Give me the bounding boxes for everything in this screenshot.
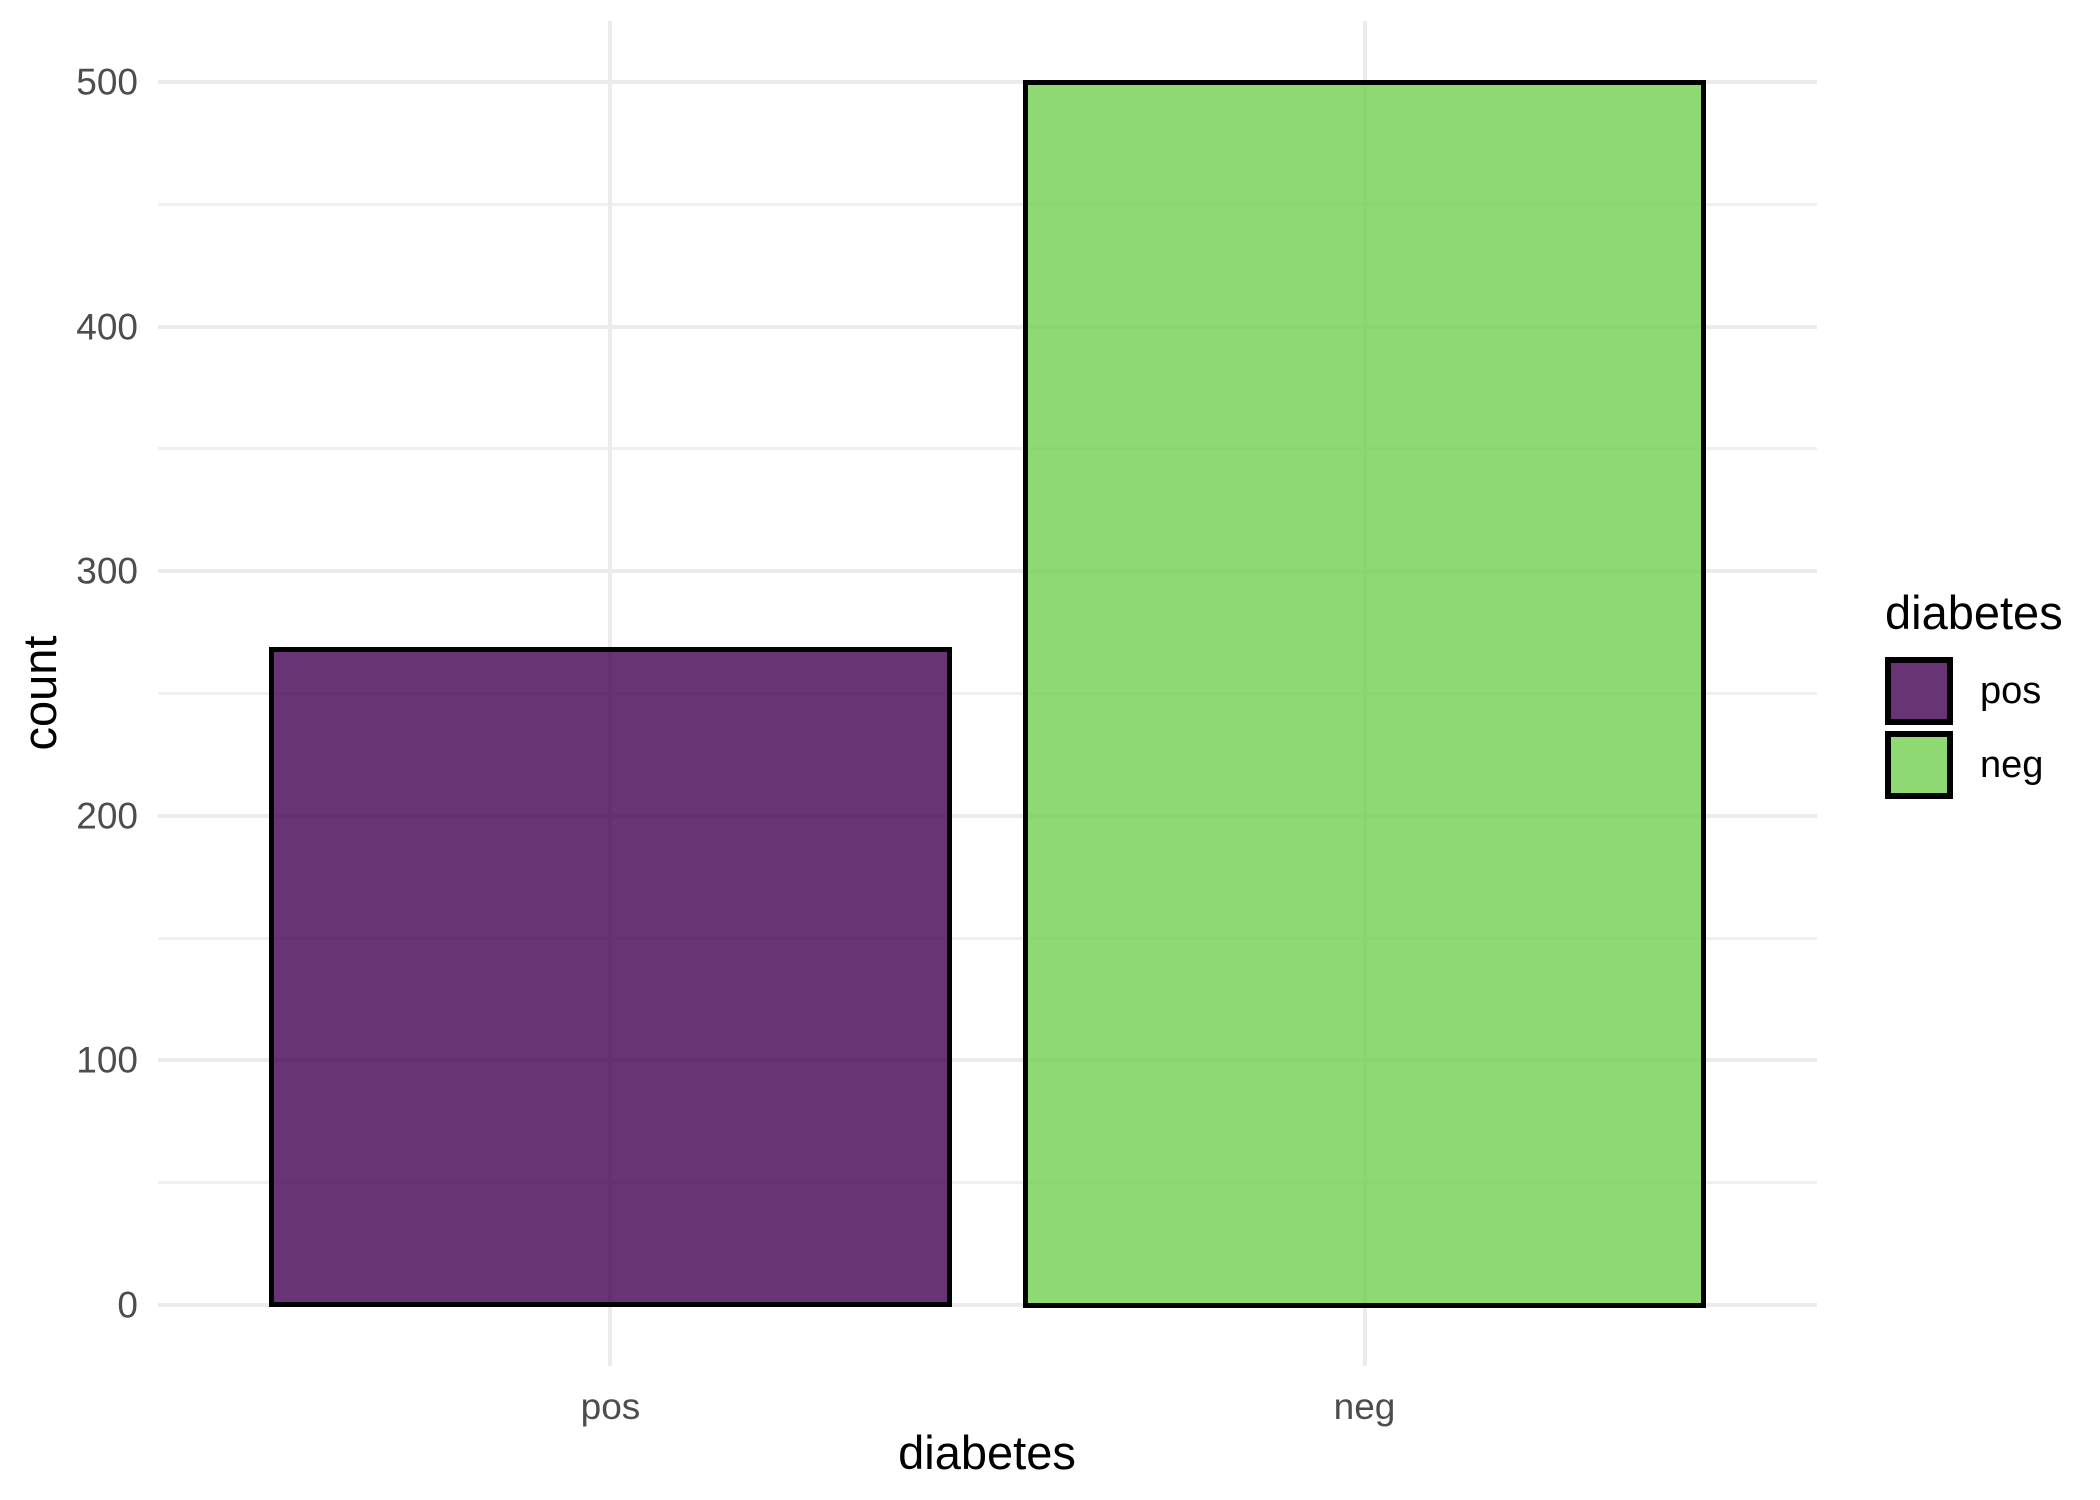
y-tick-label-0: 0 xyxy=(117,1284,138,1326)
y-minor-gridline-150 xyxy=(158,936,1817,940)
bar-pos xyxy=(268,646,953,1308)
y-tick-label-500: 500 xyxy=(76,61,138,103)
legend-entries: pos neg xyxy=(1885,657,2063,799)
legend-label-neg: neg xyxy=(1980,744,2044,786)
legend-key-neg xyxy=(1885,731,1953,799)
legend-label-pos: pos xyxy=(1980,670,2042,712)
x-axis-title: diabetes xyxy=(898,1426,1076,1479)
y-tick-label-100: 100 xyxy=(76,1039,138,1081)
y-major-gridline-300 xyxy=(158,569,1817,574)
y-major-gridline-500 xyxy=(158,80,1817,84)
y-axis-title: count xyxy=(13,635,66,751)
x-tick-label-neg: neg xyxy=(1333,1386,1396,1427)
y-major-gridline-100 xyxy=(158,1058,1817,1063)
y-tick-label-300: 300 xyxy=(76,550,138,592)
legend-entry-pos: pos xyxy=(1885,657,2063,725)
legend: diabetes pos neg xyxy=(1885,588,2063,805)
y-tick-label-200: 200 xyxy=(76,795,138,837)
plot-panel xyxy=(158,21,1817,1366)
legend-key-pos xyxy=(1885,657,1953,725)
y-minor-gridline-250 xyxy=(158,692,1817,695)
y-tick-label-400: 400 xyxy=(76,306,138,348)
bar-neg xyxy=(1022,79,1707,1308)
x-tick-label-pos: pos xyxy=(580,1386,641,1427)
y-minor-gridline-350 xyxy=(158,447,1817,451)
y-minor-gridline-50 xyxy=(158,1181,1817,1185)
y-major-gridline-200 xyxy=(158,813,1817,818)
y-major-gridline-400 xyxy=(158,324,1817,329)
legend-entry-neg: neg xyxy=(1885,731,2063,799)
legend-title: diabetes xyxy=(1885,586,2063,639)
y-minor-gridline-450 xyxy=(158,202,1817,206)
y-major-gridline-0 xyxy=(158,1303,1817,1307)
